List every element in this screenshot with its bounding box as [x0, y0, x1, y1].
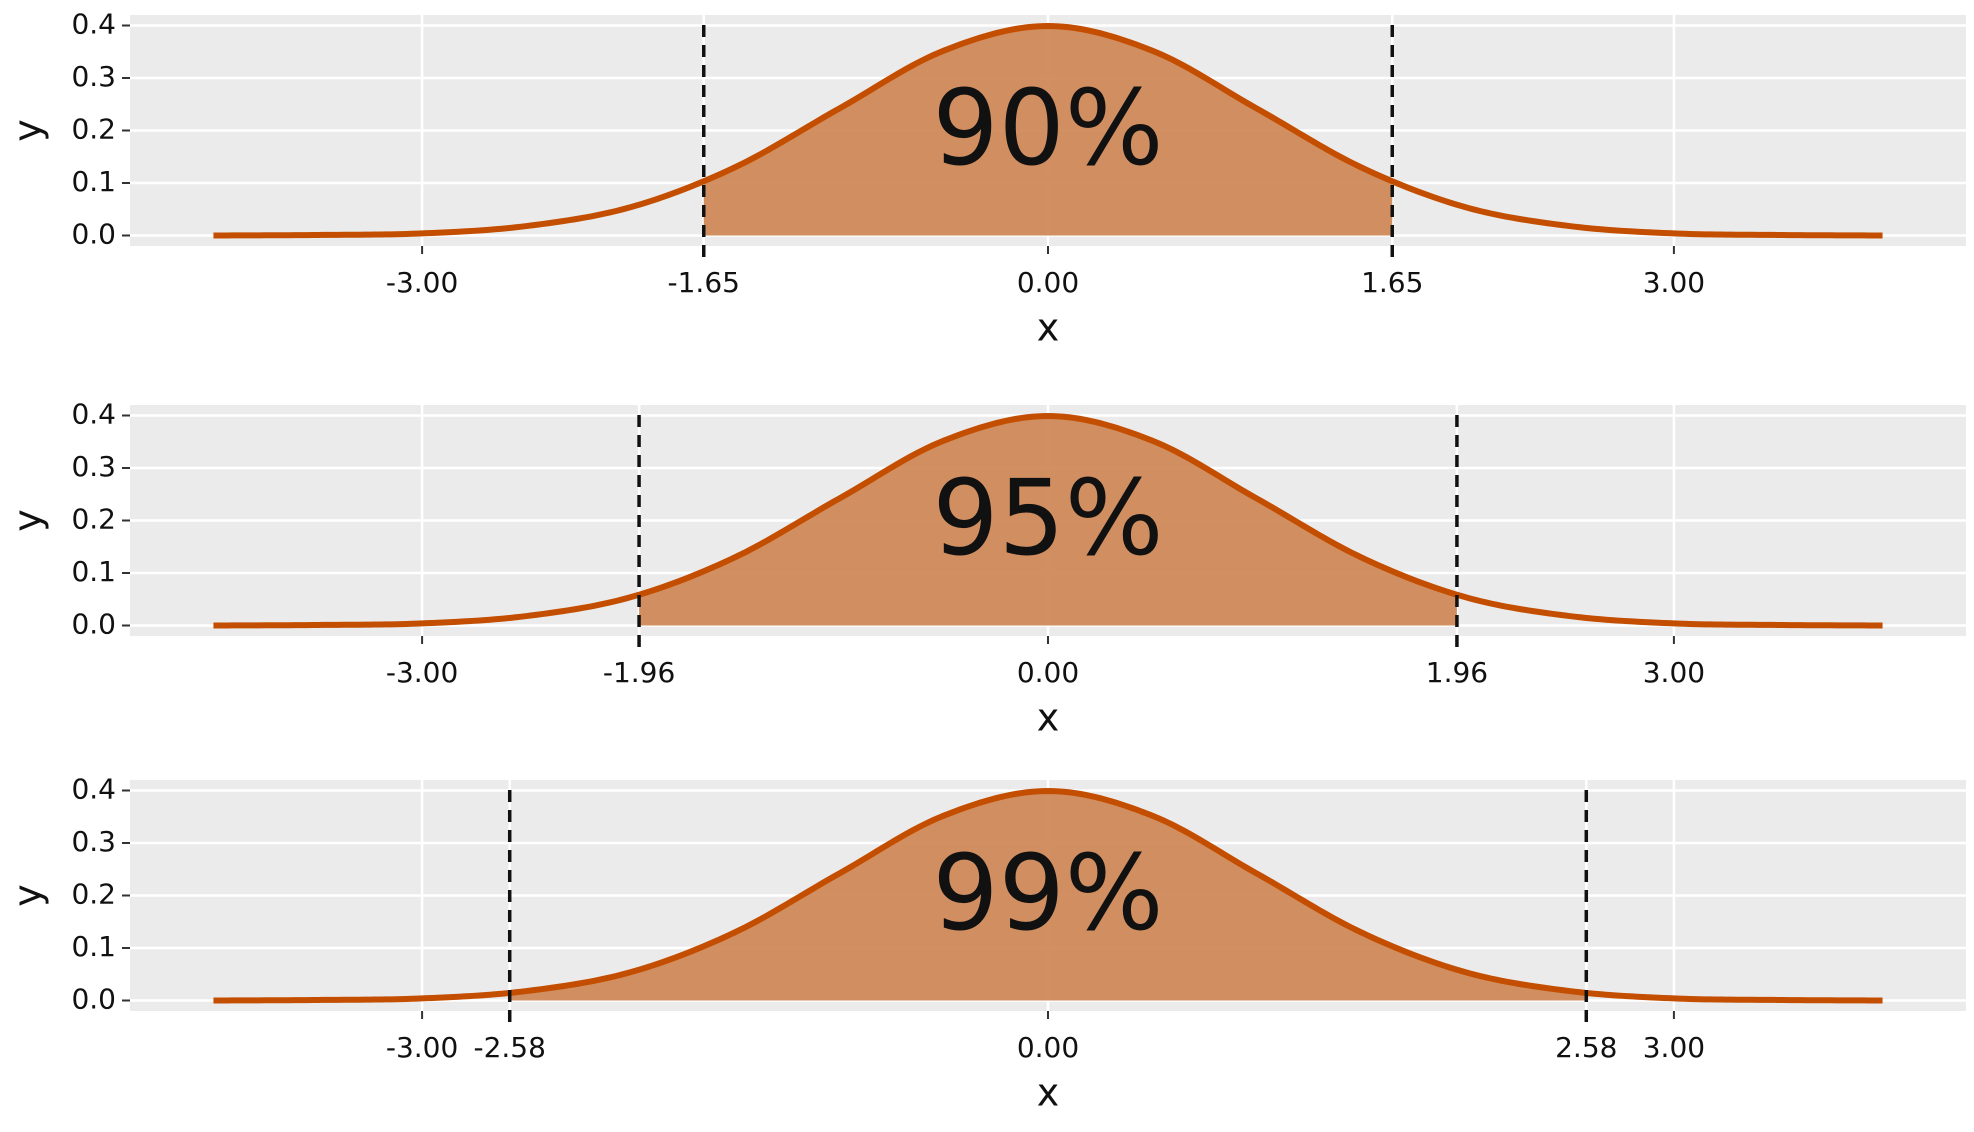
x-tick-label: 1.65 [1361, 266, 1423, 299]
shaded-area [703, 26, 1393, 236]
density-curve [213, 413, 1883, 629]
y-tick-label: 0.1 [71, 930, 116, 963]
x-tick-label: -3.00 [386, 656, 458, 689]
y-tick-label: 0.1 [71, 555, 116, 588]
x-tick-label: -3.00 [386, 1031, 458, 1064]
x-tick-label: 1.96 [1426, 656, 1488, 689]
y-tick-label: 0.4 [71, 8, 116, 41]
x-tick-label: 2.58 [1555, 1031, 1617, 1064]
shaded-area [639, 416, 1457, 626]
y-tick-label: 0.0 [71, 983, 116, 1016]
x-tick-label: -3.00 [386, 266, 458, 299]
y-tick-label: 0.4 [71, 398, 116, 431]
y-axis-label: y [6, 119, 50, 142]
y-tick-label: 0.2 [71, 878, 116, 911]
y-tick-label: 0.1 [71, 165, 116, 198]
x-tick-label: 3.00 [1643, 1031, 1705, 1064]
x-tick-label: -1.65 [668, 266, 740, 299]
x-tick-label: -1.96 [603, 656, 675, 689]
density-curve [213, 788, 1883, 1004]
x-tick-label: 3.00 [1643, 656, 1705, 689]
annotation: 90% [932, 67, 1163, 189]
shaded-area [509, 791, 1587, 1001]
annotation: 99% [932, 832, 1163, 954]
y-tick-label: 0.0 [71, 608, 116, 641]
density-curve [213, 23, 1883, 239]
x-axis-label: x [1037, 306, 1060, 350]
y-axis-label: y [6, 884, 50, 907]
y-tick-label: 0.3 [71, 60, 116, 93]
x-tick-label: -2.58 [473, 1031, 545, 1064]
y-tick-label: 0.3 [71, 450, 116, 483]
x-tick-label: 0.00 [1017, 266, 1079, 299]
x-tick-label: 0.00 [1017, 1031, 1079, 1064]
y-axis-label: y [6, 509, 50, 532]
annotation: 95% [932, 457, 1163, 579]
y-tick-label: 0.0 [71, 218, 116, 251]
x-axis-label: x [1037, 696, 1060, 740]
x-axis-label: x [1037, 1071, 1060, 1115]
x-tick-label: 0.00 [1017, 656, 1079, 689]
y-tick-label: 0.2 [71, 503, 116, 536]
x-tick-label: 3.00 [1643, 266, 1705, 299]
y-tick-label: 0.4 [71, 773, 116, 806]
y-tick-label: 0.3 [71, 825, 116, 858]
y-tick-label: 0.2 [71, 113, 116, 146]
